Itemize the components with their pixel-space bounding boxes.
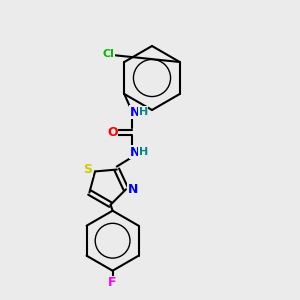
Text: Cl: Cl — [102, 49, 114, 59]
Text: S: S — [84, 163, 93, 176]
Text: N: N — [128, 183, 138, 196]
Text: H: H — [139, 107, 148, 117]
Text: N: N — [130, 106, 140, 118]
Text: N: N — [130, 146, 140, 158]
Text: O: O — [107, 125, 118, 139]
Text: F: F — [108, 276, 117, 289]
Text: H: H — [139, 147, 148, 157]
